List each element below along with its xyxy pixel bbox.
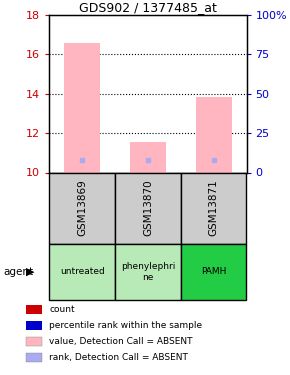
Bar <box>115 172 181 244</box>
Text: GSM13871: GSM13871 <box>209 180 219 237</box>
Text: rank, Detection Call = ABSENT: rank, Detection Call = ABSENT <box>49 353 188 362</box>
Text: phenylephri
ne: phenylephri ne <box>121 262 175 282</box>
Text: untreated: untreated <box>60 267 104 276</box>
Bar <box>181 172 246 244</box>
Title: GDS902 / 1377485_at: GDS902 / 1377485_at <box>79 1 217 14</box>
Text: percentile rank within the sample: percentile rank within the sample <box>49 321 202 330</box>
Bar <box>49 244 115 300</box>
Bar <box>130 142 166 172</box>
Bar <box>49 172 115 244</box>
Text: agent: agent <box>3 267 33 277</box>
Bar <box>181 244 246 300</box>
Bar <box>115 244 181 300</box>
Text: GSM13869: GSM13869 <box>77 180 87 237</box>
Bar <box>64 43 100 172</box>
Text: ▶: ▶ <box>26 267 35 277</box>
Text: value, Detection Call = ABSENT: value, Detection Call = ABSENT <box>49 337 193 346</box>
Text: PAMH: PAMH <box>201 267 226 276</box>
Bar <box>195 97 232 172</box>
Text: GSM13870: GSM13870 <box>143 180 153 237</box>
Text: count: count <box>49 305 75 314</box>
